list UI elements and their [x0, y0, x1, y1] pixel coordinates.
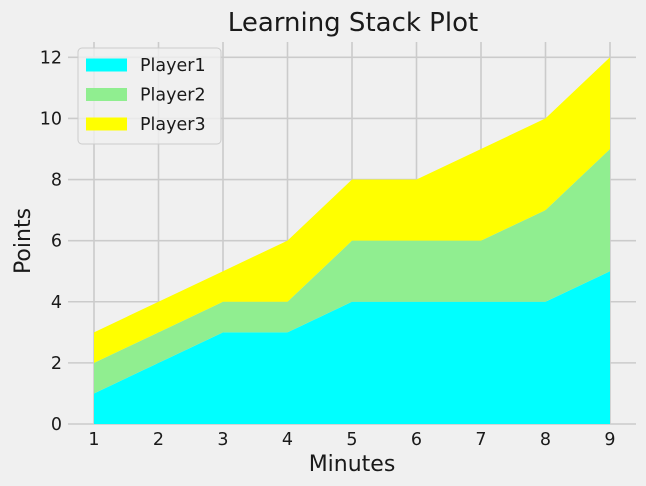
stacked-areas: [94, 57, 610, 424]
legend-label-player2: Player2: [140, 86, 206, 106]
x-tick-label: 1: [88, 430, 99, 450]
x-tick-label: 6: [411, 430, 422, 450]
y-tick-label: 12: [40, 48, 62, 68]
area-player1: [94, 271, 610, 424]
y-tick-label: 6: [51, 232, 62, 252]
x-tick-label: 9: [604, 430, 615, 450]
y-tick-labels: 0 2 4 6 8 10 12: [40, 48, 62, 435]
x-axis-label: Minutes: [309, 452, 396, 477]
legend-label-player1: Player1: [140, 56, 206, 76]
legend-swatch-player2: [86, 88, 127, 101]
x-tick-label: 2: [153, 430, 164, 450]
legend-label-player3: Player3: [140, 115, 206, 135]
x-tick-label: 8: [540, 430, 551, 450]
area-player2: [94, 148, 610, 394]
y-tick-label: 2: [51, 354, 62, 374]
y-tick-label: 0: [51, 415, 62, 435]
chart-title: Learning Stack Plot: [228, 8, 478, 38]
x-tick-labels: 1 2 3 4 5 6 7 8 9: [88, 430, 615, 450]
x-tick-label: 3: [217, 430, 228, 450]
x-tick-label: 5: [346, 430, 357, 450]
y-axis-label: Points: [11, 208, 36, 274]
y-tick-label: 4: [51, 293, 62, 313]
x-tick-label: 7: [475, 430, 486, 450]
x-tick-label: 4: [282, 430, 293, 450]
legend-swatch-player3: [86, 117, 127, 131]
y-tick-label: 8: [51, 171, 62, 191]
y-tick-label: 10: [40, 109, 62, 129]
legend-swatch-player1: [86, 58, 127, 72]
area-player3: [94, 57, 610, 363]
legend: Player1 Player2 Player3: [77, 47, 222, 145]
